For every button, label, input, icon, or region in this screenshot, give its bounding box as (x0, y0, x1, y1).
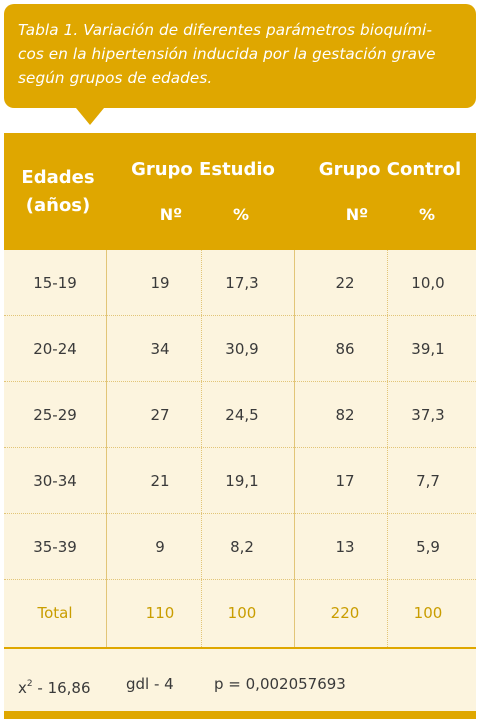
cell-edad: 30-34 (33, 472, 77, 490)
degrees-of-freedom: gdl - 4 (126, 675, 174, 693)
header-control-pct: % (418, 205, 436, 224)
cell-estudio-n: 27 (150, 406, 170, 424)
cell-estudio-pct: 30,9 (225, 340, 259, 358)
chi-superscript: 2 (26, 679, 33, 689)
cell-estudio-n: 110 (145, 604, 175, 622)
cell-control-n: 13 (335, 538, 355, 556)
bottom-bar (4, 711, 476, 719)
header-grupo-estudio: Grupo Estudio (131, 159, 275, 180)
cell-edad: 15-19 (33, 274, 77, 292)
cell-control-n: 220 (330, 604, 360, 622)
cell-estudio-n: 34 (150, 340, 170, 358)
cell-control-n: 82 (335, 406, 355, 424)
chi-square-stat: x2 - 16,86 (18, 649, 91, 723)
cell-estudio-pct: 17,3 (225, 274, 259, 292)
cell-control-pct: 7,7 (416, 472, 440, 490)
table-footer: x2 - 16,86 gdl - 4 p = 0,002057693 (4, 647, 476, 712)
header-estudio-n: Nº (159, 205, 183, 224)
table-body: 15-19 19 17,3 22 10,0 20-24 34 30,9 86 3… (4, 250, 476, 647)
caption-line-1: Tabla 1. Variación de diferentes parámet… (18, 21, 433, 39)
cell-estudio-n: 19 (150, 274, 170, 292)
table-row: 25-29 27 24,5 82 37,3 (4, 382, 476, 448)
column-divider (201, 250, 202, 647)
table-row: 20-24 34 30,9 86 39,1 (4, 316, 476, 382)
header-control-n: Nº (345, 205, 369, 224)
caption-line-2: cos en la hipertensión inducida por la g… (18, 45, 436, 63)
column-divider (294, 250, 295, 647)
cell-control-pct: 100 (413, 604, 443, 622)
cell-edad: 25-29 (33, 406, 77, 424)
cell-control-n: 17 (335, 472, 355, 490)
cell-estudio-pct: 24,5 (225, 406, 259, 424)
cell-estudio-pct: 19,1 (225, 472, 259, 490)
cell-edad: 35-39 (33, 538, 77, 556)
table-row: 35-39 9 8,2 13 5,9 (4, 514, 476, 580)
table-row-total: Total 110 100 220 100 (4, 580, 476, 646)
cell-edad: 20-24 (33, 340, 77, 358)
cell-control-pct: 10,0 (411, 274, 445, 292)
cell-control-pct: 5,9 (416, 538, 440, 556)
caption-pointer (76, 108, 104, 125)
caption-line-3: según grupos de edades. (18, 69, 213, 87)
cell-estudio-pct: 8,2 (230, 538, 254, 556)
cell-estudio-pct: 100 (227, 604, 257, 622)
header-estudio-pct: % (232, 205, 250, 224)
cell-control-pct: 39,1 (411, 340, 445, 358)
column-divider (106, 250, 107, 647)
cell-estudio-n: 21 (150, 472, 170, 490)
cell-estudio-n: 9 (155, 538, 165, 556)
table-row: 15-19 19 17,3 22 10,0 (4, 250, 476, 316)
cell-control-n: 22 (335, 274, 355, 292)
cell-edad: Total (37, 604, 73, 622)
header-anos: (años) (25, 195, 91, 216)
header-grupo-control: Grupo Control (318, 159, 462, 180)
chi-symbol: x (18, 679, 27, 697)
cell-control-pct: 37,3 (411, 406, 445, 424)
column-divider (387, 250, 388, 647)
table-header: Edades (años) Grupo Estudio Grupo Contro… (4, 133, 476, 250)
header-edades: Edades (21, 167, 95, 188)
cell-control-n: 86 (335, 340, 355, 358)
chi-value: - 16,86 (32, 679, 91, 697)
table-caption: Tabla 1. Variación de diferentes parámet… (4, 4, 476, 108)
table-row: 30-34 21 19,1 17 7,7 (4, 448, 476, 514)
p-value: p = 0,002057693 (214, 675, 346, 693)
